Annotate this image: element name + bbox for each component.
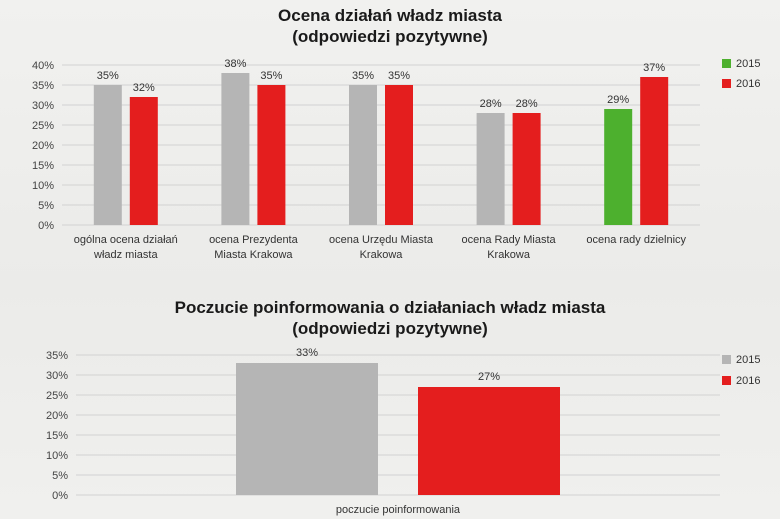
- bar-2016: [257, 85, 286, 225]
- data-label: 35%: [97, 70, 119, 82]
- legend-swatch: [722, 355, 731, 364]
- bar-2016: [640, 77, 669, 225]
- category-label: władz miasta: [93, 249, 158, 261]
- legend-label: 2015: [736, 354, 760, 366]
- data-label: 35%: [260, 70, 282, 82]
- data-label: 33%: [296, 347, 318, 359]
- bar-2016: [129, 97, 158, 225]
- chart-subtitle: (odpowiedzi pozytywne): [292, 319, 488, 338]
- legend-label: 2016: [736, 78, 760, 90]
- y-tick-label: 10%: [32, 180, 54, 192]
- bar-2016: [385, 85, 413, 225]
- bar-2015: [476, 113, 505, 225]
- y-tick-label: 20%: [32, 140, 54, 152]
- bar-2015: [349, 85, 377, 225]
- y-tick-label: 20%: [46, 410, 68, 422]
- data-label: 28%: [516, 98, 538, 110]
- data-label: 28%: [480, 98, 502, 110]
- chart-title: Ocena działań władz miasta: [278, 6, 502, 25]
- data-label: 32%: [133, 82, 155, 94]
- category-label: Krakowa: [360, 249, 404, 261]
- y-tick-label: 10%: [46, 450, 68, 462]
- y-tick-label: 15%: [32, 160, 54, 172]
- chart-ocena-dzialan: Ocena działań władz miasta (odpowiedzi po…: [32, 6, 761, 261]
- chart-title: Poczucie poinformowania o działaniach wł…: [175, 298, 606, 317]
- y-tick-label: 35%: [46, 350, 68, 362]
- bar-2015: [221, 73, 250, 225]
- y-tick-label: 35%: [32, 80, 54, 92]
- y-tick-label: 5%: [52, 470, 68, 482]
- y-tick-label: 15%: [46, 430, 68, 442]
- y-tick-label: 5%: [38, 200, 54, 212]
- category-label: Krakowa: [487, 249, 531, 261]
- chart-subtitle: (odpowiedzi pozytywne): [292, 27, 488, 46]
- data-label: 37%: [643, 62, 665, 74]
- category-label: ocena Prezydenta: [209, 234, 299, 246]
- data-label: 27%: [478, 371, 500, 383]
- y-tick-label: 0%: [52, 490, 68, 502]
- legend-swatch: [722, 59, 731, 68]
- data-label: 35%: [388, 70, 410, 82]
- y-tick-label: 0%: [38, 220, 54, 232]
- y-tick-label: 25%: [32, 120, 54, 132]
- data-label: 35%: [352, 70, 374, 82]
- category-label: poczucie poinformowania: [336, 504, 461, 516]
- legend-swatch: [722, 79, 731, 88]
- legend-label: 2016: [736, 375, 760, 387]
- legend-label: 2015: [736, 58, 760, 70]
- category-label: Miasta Krakowa: [214, 249, 293, 261]
- bar-2015: [236, 363, 378, 495]
- category-label: ocena rady dzielnicy: [586, 234, 686, 246]
- legend-swatch: [722, 376, 731, 385]
- category-label: ogólna ocena działań: [74, 234, 178, 246]
- data-label: 29%: [607, 94, 629, 106]
- category-label: ocena Urzędu Miasta: [329, 234, 434, 246]
- y-tick-label: 30%: [32, 100, 54, 112]
- data-label: 38%: [224, 58, 246, 70]
- y-tick-label: 40%: [32, 60, 54, 72]
- bar-2015: [604, 109, 633, 225]
- bar-2016: [512, 113, 541, 225]
- y-tick-label: 30%: [46, 370, 68, 382]
- bar-2015: [93, 85, 122, 225]
- category-label: ocena Rady Miasta: [462, 234, 557, 246]
- bar-2016: [418, 387, 560, 495]
- y-tick-label: 25%: [46, 390, 68, 402]
